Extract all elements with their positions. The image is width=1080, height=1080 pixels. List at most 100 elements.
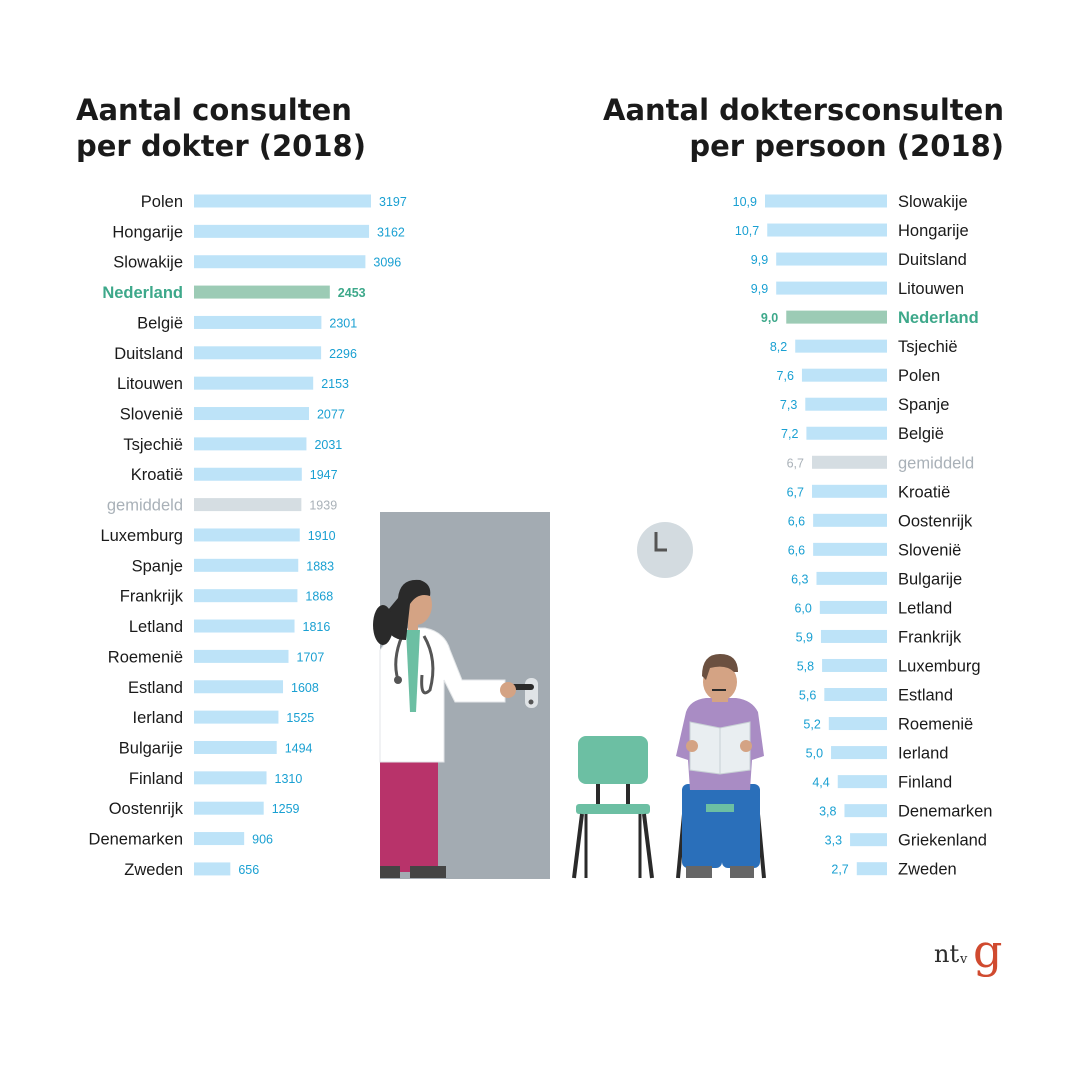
right-bar-zweden (856, 862, 887, 876)
patient-illustration (676, 654, 766, 879)
right-value-oostenrijk: 6,6 (788, 514, 805, 528)
clock-icon (637, 522, 693, 578)
left-label-tsjechie: Tsjechië (123, 436, 183, 454)
right-bar-roemenie (828, 717, 887, 731)
right-bar-luxemburg (822, 658, 887, 672)
left-bar-gemiddeld (194, 498, 302, 512)
left-bar-frankrijk (194, 589, 298, 603)
left-bar-polen (194, 194, 371, 208)
right-label-polen: Polen (898, 367, 940, 385)
right-label-nederland: Nederland (898, 309, 979, 327)
right-title-line-1: Aantal doktersconsulten (603, 93, 1004, 127)
left-value-zweden: 656 (238, 863, 259, 877)
right-value-belgie: 7,2 (781, 427, 798, 441)
right-bar-bulgarije (816, 571, 887, 585)
left-bar-finland (194, 771, 267, 785)
left-label-spanje: Spanje (132, 557, 183, 575)
right-label-letland: Letland (898, 599, 952, 617)
left-value-duitsland: 2296 (329, 347, 357, 361)
right-bar-kroatie (812, 484, 887, 498)
left-value-letland: 1816 (303, 620, 331, 634)
left-value-denemarken: 906 (252, 833, 273, 847)
right-bar-estland (824, 688, 887, 702)
right-label-ierland: Ierland (898, 745, 948, 763)
right-value-finland: 4,4 (812, 776, 829, 790)
right-bar-finland (837, 775, 887, 789)
right-bar-slovenie (813, 542, 887, 556)
left-bar-letland (194, 619, 295, 633)
right-value-luxemburg: 5,8 (797, 659, 814, 673)
right-label-slovenie: Slovenië (898, 541, 961, 559)
right-value-roemenie: 5,2 (803, 718, 820, 732)
left-bar-spanje (194, 558, 299, 572)
left-label-ierland: Ierland (133, 709, 183, 727)
left-bar-hongarije (194, 224, 370, 238)
left-value-ierland: 1525 (286, 711, 314, 725)
left-label-duitsland: Duitsland (114, 345, 183, 363)
left-label-kroatie: Kroatië (131, 466, 183, 484)
right-bar-hongarije (767, 223, 887, 237)
left-bar-litouwen (194, 376, 314, 390)
left-value-roemenie: 1707 (297, 650, 325, 664)
left-value-belgie: 2301 (329, 316, 357, 330)
right-value-bulgarije: 6,3 (791, 572, 808, 586)
right-title-line-2: per persoon (2018) (689, 129, 1004, 163)
right-bar-gemiddeld (812, 455, 887, 469)
right-bar-spanje (805, 397, 887, 411)
left-label-denemarken: Denemarken (89, 831, 183, 849)
left-label-frankrijk: Frankrijk (120, 588, 184, 606)
right-label-griekenland: Griekenland (898, 832, 987, 850)
right-chart-title: Aantal doktersconsulten per persoon (201… (603, 92, 1004, 164)
right-bar-polen (801, 368, 887, 382)
left-label-gemiddeld: gemiddeld (107, 497, 183, 515)
right-value-kroatie: 6,7 (787, 485, 804, 499)
left-chart-title: Aantal consulten per dokter (2018) (76, 92, 366, 164)
right-label-oostenrijk: Oostenrijk (898, 512, 973, 530)
right-value-duitsland: 9,9 (751, 253, 768, 267)
left-value-slovenie: 2077 (317, 408, 345, 422)
right-label-luxemburg: Luxemburg (898, 657, 981, 675)
left-title-line-1: Aantal consulten (76, 93, 352, 127)
right-label-estland: Estland (898, 687, 953, 705)
doctor-illustration (373, 579, 516, 878)
left-bar-tsjechie (194, 437, 307, 451)
left-label-bulgarije: Bulgarije (119, 739, 183, 757)
left-label-slowakije: Slowakije (113, 254, 183, 272)
left-bar-slovenie (194, 407, 309, 421)
left-bar-estland (194, 680, 284, 694)
left-label-slovenie: Slovenië (120, 406, 183, 424)
right-label-bulgarije: Bulgarije (898, 570, 962, 588)
right-label-kroatie: Kroatië (898, 483, 950, 501)
right-bar-nederland (786, 310, 887, 324)
right-value-estland: 5,6 (799, 689, 816, 703)
right-bar-slowakije (765, 194, 887, 208)
left-title-line-2: per dokter (2018) (76, 129, 366, 163)
left-label-oostenrijk: Oostenrijk (109, 800, 184, 818)
left-label-litouwen: Litouwen (117, 375, 183, 393)
right-label-hongarije: Hongarije (898, 222, 969, 240)
logo-v: v (960, 952, 968, 967)
right-value-gemiddeld: 6,7 (787, 456, 804, 470)
left-label-finland: Finland (129, 770, 183, 788)
left-value-gemiddeld: 1939 (309, 499, 337, 513)
right-bar-litouwen (776, 281, 887, 295)
logo-g: g (973, 924, 1003, 978)
right-label-roemenie: Roemenië (898, 716, 973, 734)
left-label-nederland: Nederland (102, 284, 183, 302)
right-label-frankrijk: Frankrijk (898, 628, 962, 646)
right-bar-oostenrijk (813, 513, 887, 527)
left-bar-duitsland (194, 346, 322, 360)
right-bar-ierland (831, 746, 887, 760)
left-value-luxemburg: 1910 (308, 529, 336, 543)
left-label-letland: Letland (129, 618, 183, 636)
left-bar-bulgarije (194, 740, 277, 754)
right-bar-tsjechie (795, 339, 887, 353)
left-bar-denemarken (194, 832, 245, 846)
logo-nt: nt (934, 940, 960, 968)
right-value-hongarije: 10,7 (735, 224, 759, 238)
left-bar-ierland (194, 710, 279, 724)
right-value-zweden: 2,7 (831, 863, 848, 877)
left-label-estland: Estland (128, 679, 183, 697)
left-bar-zweden (194, 862, 231, 876)
